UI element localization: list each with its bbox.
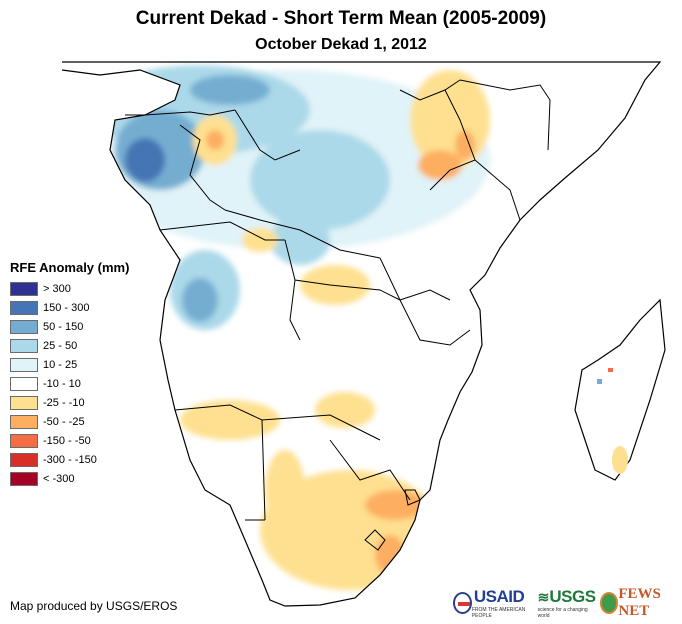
anomaly-dry-50-25: [455, 130, 475, 160]
anomaly-dry-150-50: [608, 368, 613, 372]
legend-label: -150 - -50: [43, 434, 91, 447]
fews-logo: FEWS NET: [599, 586, 682, 620]
usgs-logo: ≋USGS science for a changing world: [538, 587, 596, 619]
legend-label: < -300: [43, 472, 75, 485]
legend-item: 50 - 150: [10, 317, 129, 336]
legend-swatch: [10, 300, 38, 315]
anomaly-dry-50-25: [206, 130, 224, 150]
legend-swatch: [10, 357, 38, 372]
legend-item: -300 - -150: [10, 450, 129, 469]
anomaly-dry-25-10: [612, 446, 628, 474]
legend-item: 10 - 25: [10, 355, 129, 374]
anomaly-wet-150-300: [125, 138, 165, 182]
legend-label: 10 - 25: [43, 358, 78, 371]
legend-label: 25 - 50: [43, 339, 78, 352]
legend-item: 150 - 300: [10, 298, 129, 317]
legend-title: RFE Anomaly (mm): [10, 260, 130, 275]
anomaly-dry-50-25: [375, 535, 405, 575]
usaid-wordmark: USAID: [473, 587, 525, 606]
fews-wordmark: FEWS NET: [618, 586, 661, 619]
legend-item: > 300: [10, 279, 129, 298]
legend-item: 25 - 50: [10, 336, 129, 355]
legend-swatch: [10, 281, 38, 296]
usgs-wordmark: USGS: [549, 587, 596, 606]
map-title: Current Dekad - Short Term Mean (2005-20…: [135, 8, 547, 29]
anomaly-dry-25-10: [242, 228, 278, 252]
rainfall-anomaly-map: [61, 61, 666, 607]
credit-text: Map produced by USGS/EROS: [10, 599, 178, 613]
legend-label: -300 - -150: [43, 453, 97, 466]
legend-item: < -300: [10, 469, 129, 488]
usaid-seal-icon: [453, 592, 472, 614]
legend-swatch: [10, 376, 38, 391]
anomaly-dry-25-10: [315, 392, 375, 428]
usgs-wave-icon: ≋: [537, 589, 550, 605]
legend-item: -10 - 10: [10, 374, 129, 393]
anomaly-wet-50-150: [182, 278, 218, 322]
anomaly-wet-50-150: [190, 75, 270, 105]
anomaly-dry-25-10: [180, 400, 280, 440]
legend-swatch: [10, 395, 38, 410]
africa-coastline: [61, 61, 662, 607]
legend-swatch: [10, 414, 38, 429]
madagascar-outline: [574, 298, 666, 481]
partner-logos: USAID FROM THE AMERICAN PEOPLE ≋USGS sci…: [453, 586, 682, 620]
legend-swatch: [10, 471, 38, 486]
anomaly-wet-25-50: [250, 130, 390, 230]
legend-item: -25 - -10: [10, 393, 129, 412]
legend-swatch: [10, 452, 38, 467]
legend-label: > 300: [43, 282, 71, 295]
legend-label: 150 - 300: [43, 301, 90, 314]
globe-icon: [599, 592, 619, 614]
legend: RFE Anomaly (mm) > 300 150 - 300 50 - 150 2…: [10, 260, 129, 488]
legend-label: -25 - -10: [43, 396, 85, 409]
anomaly-dry-50-25: [365, 490, 425, 520]
anomaly-wet-25-50: [270, 215, 330, 265]
anomaly-dry-25-10: [265, 450, 305, 530]
legend-swatch: [10, 319, 38, 334]
usgs-tagline: science for a changing world: [537, 607, 588, 619]
legend-label: 50 - 150: [43, 320, 84, 333]
national-borders: [125, 79, 551, 551]
legend-label: -50 - -25: [43, 415, 85, 428]
usaid-tagline: FROM THE AMERICAN PEOPLE: [471, 607, 526, 619]
legend-swatch: [10, 338, 38, 353]
legend-item: -50 - -25: [10, 412, 129, 431]
legend-label: -10 - 10: [43, 377, 81, 390]
usaid-logo: USAID FROM THE AMERICAN PEOPLE: [453, 587, 534, 619]
anomaly-wet-50-150: [597, 379, 602, 384]
map-subtitle: October Dekad 1, 2012: [255, 36, 427, 53]
anomaly-dry-50-25: [418, 150, 462, 180]
legend-item: -150 - -50: [10, 431, 129, 450]
legend-swatch: [10, 433, 38, 448]
